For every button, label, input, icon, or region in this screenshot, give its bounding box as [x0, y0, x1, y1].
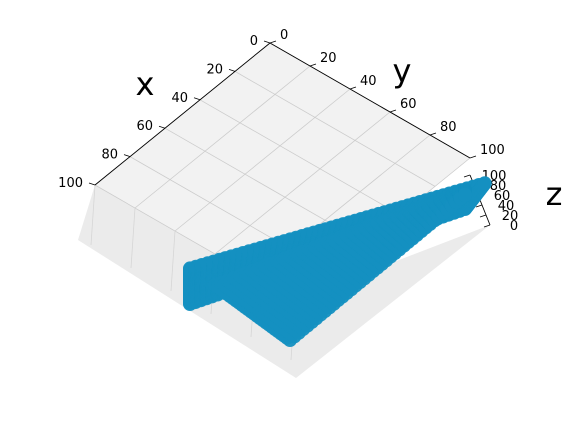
- x-tick-label: 100: [58, 176, 83, 191]
- y-tick-label: 60: [400, 97, 417, 112]
- x-axis-line: [94, 42, 271, 186]
- wall-grid-line: [90, 184, 96, 246]
- x-tick-label: 0: [250, 34, 258, 49]
- pane-xy: [95, 43, 470, 300]
- y-tick-label: 80: [440, 120, 457, 135]
- z-axis-label: z: [546, 175, 563, 213]
- grid-line-y: [174, 88, 351, 232]
- z-tick-label: 0: [510, 219, 518, 234]
- x-tick-mark: [123, 154, 131, 157]
- wall-grid-line: [170, 230, 176, 292]
- x-tick-mark: [228, 69, 236, 72]
- x-tick-label: 80: [101, 148, 118, 163]
- grid-line-x: [234, 71, 436, 187]
- grid-line-y: [134, 65, 311, 209]
- grid-line-x: [199, 99, 401, 216]
- z-tick-mark: [483, 224, 491, 228]
- y-tick-label: 0: [280, 28, 288, 43]
- y-tick-mark: [469, 155, 477, 159]
- y-tick-mark: [389, 109, 397, 113]
- grid-line-y: [214, 111, 391, 255]
- z-tick-mark: [475, 204, 483, 208]
- axis-labels: x y z: [136, 52, 563, 213]
- y-tick-label: 40: [360, 74, 377, 89]
- x-axis-label: x: [136, 65, 155, 103]
- y-tick-mark: [349, 86, 357, 90]
- y-tick-mark: [309, 63, 317, 67]
- scatter-point: [477, 176, 492, 191]
- y-tick-mark: [429, 132, 437, 136]
- z-tick-label: 60: [494, 189, 511, 204]
- z-tick-label: 40: [498, 199, 515, 214]
- x-tick-label: 60: [136, 119, 153, 134]
- x-tick-mark: [193, 97, 201, 101]
- y-axis-line: [269, 42, 471, 159]
- x-tick-mark: [158, 125, 166, 129]
- z-tick-mark: [463, 174, 471, 178]
- z-tick-mark: [479, 214, 487, 218]
- y-tick-label: 20: [320, 51, 337, 66]
- x-tick-label: 20: [206, 62, 223, 77]
- x-tick-label: 40: [171, 91, 188, 106]
- x-tick-mark: [263, 40, 271, 44]
- scatter-points: [183, 176, 492, 347]
- y-axis-label: y: [393, 52, 412, 90]
- z-tick-label: 20: [502, 209, 519, 224]
- y-tick-mark: [269, 40, 277, 44]
- wall-grid-line: [130, 207, 136, 269]
- z-tick-label: 80: [490, 179, 507, 194]
- y-tick-label: 100: [480, 143, 505, 158]
- x-tick-mark: [88, 182, 96, 186]
- scatter-point: [458, 188, 472, 202]
